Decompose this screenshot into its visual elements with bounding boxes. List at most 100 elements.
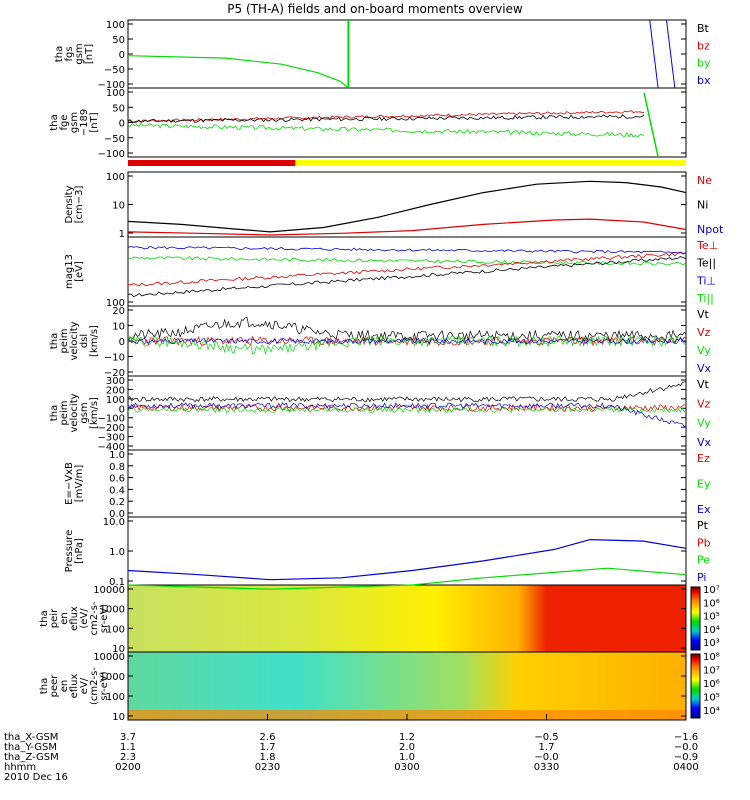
ylabel-panel-1: tha fge gsm −189 [nT] (49, 109, 100, 136)
xtick-value: 0230 (255, 762, 280, 773)
ylabel-panel-9: tha peer en eflux eV/(cm2-s-sr-eV) (39, 667, 110, 705)
legend-Vt: Vt (697, 378, 710, 391)
legend-Vy: Vy (697, 417, 711, 430)
ylabel-line: Density (64, 185, 75, 223)
colorbar-tick: 10⁴ (703, 706, 720, 717)
xtick-value: 1.7 (539, 742, 555, 753)
bx-spike (649, 19, 659, 89)
ylabel-line: [mV/m] (74, 465, 85, 503)
xtick-value: 0200 (115, 762, 140, 773)
ion-spectrogram (128, 585, 686, 652)
series-Pi (127, 538, 687, 581)
legend-Ti||: Ti|| (696, 292, 714, 305)
ytick-label: 0 (119, 119, 125, 130)
ylabel-line: −189 (79, 109, 90, 136)
ytick-label: 1000 (100, 672, 125, 683)
ylabel-line: mag13 (64, 254, 75, 289)
xtick-value: 1.1 (120, 742, 136, 753)
xtick-value: 0330 (534, 762, 559, 773)
ylabel-line: (cm2-s- (89, 667, 100, 705)
ytick-label: 100 (106, 20, 125, 31)
chart-title: P5 (TH-A) fields and on-board moments ov… (227, 2, 523, 16)
series-bz-fge (127, 110, 645, 123)
ylabel-panel-3: mag13 [eV] (64, 254, 85, 289)
colorbar-tick: 10⁶ (703, 598, 720, 609)
series-Tepar (127, 256, 687, 298)
legend-Ey: Ey (697, 478, 711, 491)
legend-Ez: Ez (697, 452, 710, 465)
ytick-label: −20 (104, 368, 125, 379)
panel-frame-0 (127, 19, 687, 89)
ytick-label: 1 (119, 229, 125, 240)
legend-by: by (697, 57, 711, 70)
ytick-label: 0.4 (109, 485, 125, 496)
ytick-label: 100 (106, 298, 125, 309)
ylabel-line: dsl (79, 334, 90, 348)
orbit-bar-yellow (295, 160, 686, 166)
legend-Ex: Ex (697, 503, 711, 516)
ytick-label: −10 (104, 353, 125, 364)
colorbar-tick: 10⁴ (703, 625, 720, 636)
xtick-value: 2.6 (260, 732, 276, 743)
ylabel-line: [nPa] (74, 538, 85, 564)
legend-Te⊥: Te⊥ (696, 239, 718, 252)
ytick-label: 10000 (93, 652, 125, 663)
orbit-bar-red (128, 160, 296, 166)
ylabel-line: fgs (64, 46, 75, 61)
ytick-label: 0.8 (109, 462, 125, 473)
ylabel-line: peer (49, 674, 60, 698)
colorbar (690, 653, 701, 719)
ytick-label: 100 (106, 395, 125, 406)
ylabel-line: eV/ (79, 677, 90, 694)
ytick-label: 0.6 (109, 474, 125, 485)
series-Pe (127, 567, 687, 590)
ylabel-line: tha (49, 405, 60, 421)
xtick-value: 3.7 (120, 732, 136, 743)
legend-bx: bx (697, 74, 711, 87)
xtick-value: 2.3 (120, 752, 136, 763)
ylabel-line: Pressure (64, 530, 75, 573)
panel-frame-5 (127, 375, 687, 451)
time-row-label: tha_Z-GSM (4, 752, 59, 763)
xtick-value: −0.9 (674, 752, 698, 763)
ylabel-line: tha (54, 46, 65, 62)
ylabel-line: [nT] (84, 44, 95, 64)
time-row-label: hhmm (4, 762, 36, 773)
xtick-value: 1.7 (260, 742, 276, 753)
ytick-label: 0.0 (109, 509, 125, 520)
ylabel-line: sr-eV) (99, 604, 110, 633)
ytick-label: 0 (119, 50, 125, 61)
ylabel-line: cm2-s- (89, 601, 100, 635)
ytick-label: 1.0 (109, 547, 125, 558)
ylabel-line: en (59, 680, 70, 693)
ytick-label: 0 (119, 337, 125, 348)
ytick-label: 0 (119, 404, 125, 415)
series-Teperp (127, 252, 687, 287)
ytick-label: −50 (104, 134, 125, 145)
ytick-label: 1.0 (109, 450, 125, 461)
legend-Vt: Vt (697, 308, 710, 321)
legend-Pb: Pb (697, 536, 711, 549)
ytick-label: 200 (106, 385, 125, 396)
panel-frame-1 (127, 87, 687, 158)
ytick-label: 1000 (100, 605, 125, 616)
ylabel-panel-8: tha peir en eflux (eV/cm2-s-sr-eV) (39, 601, 110, 635)
fge-spike (643, 92, 659, 158)
series-Ni (127, 180, 687, 233)
legend-Vy: Vy (697, 344, 711, 357)
series-Vx-gsm (127, 402, 687, 428)
ylabel-line: eflux (69, 674, 80, 699)
series-Tiperp (127, 245, 687, 254)
ytick-label: 100 (106, 172, 125, 183)
ytick-label: 50 (112, 35, 125, 46)
series-Tipar (127, 256, 687, 266)
legend-Ti⊥: Ti⊥ (696, 274, 716, 287)
ytick-label: 20 (112, 306, 125, 317)
xtick-value: 0400 (673, 762, 698, 773)
xtick-value: 1.8 (260, 752, 276, 763)
ytick-label: −100 (98, 414, 125, 425)
ytick-label: 10 (112, 712, 125, 723)
time-row-label: tha_X-GSM (4, 732, 58, 743)
xtick-value: 1.0 (399, 752, 415, 763)
xtick-value: −0.5 (534, 732, 558, 743)
